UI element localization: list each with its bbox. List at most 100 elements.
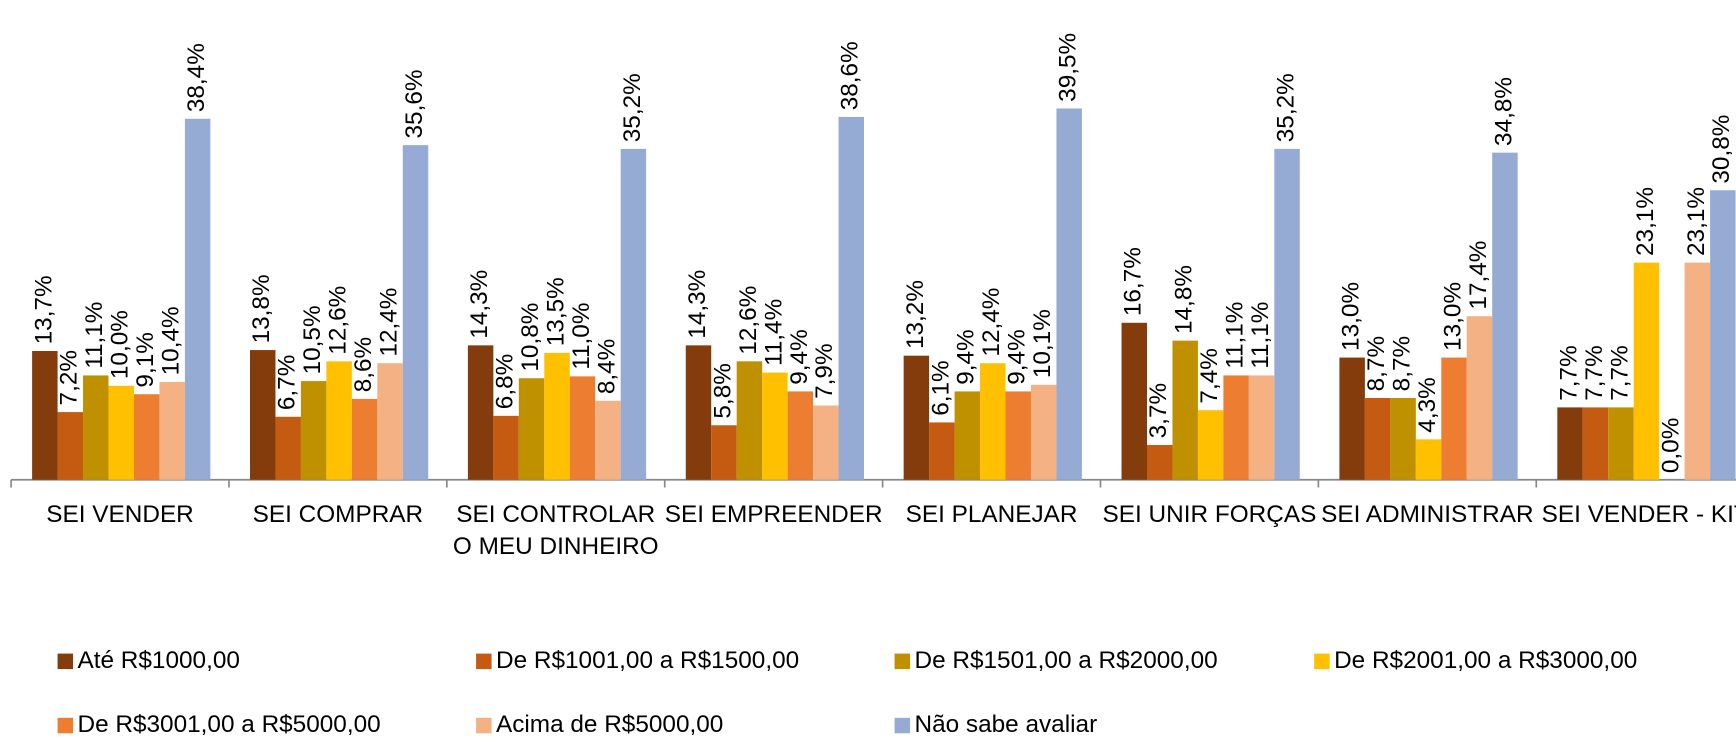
bar xyxy=(402,145,429,480)
value-label: 17,4% xyxy=(1465,241,1492,310)
bar xyxy=(1274,148,1300,480)
value-label: 7,2% xyxy=(56,350,83,406)
bar xyxy=(83,375,109,480)
bar xyxy=(1121,322,1147,480)
legend-label: De R$1001,00 a R$1500,00 xyxy=(496,647,799,674)
bar xyxy=(838,116,865,480)
value-label: 13,7% xyxy=(30,275,57,344)
bar xyxy=(351,398,378,480)
x-tick-label-box: SEI PLANEJAR xyxy=(905,499,1078,528)
legend-label: De R$1501,00 a R$2000,00 xyxy=(915,647,1218,674)
x-tick-label-box: SEI UNIR FORÇAS xyxy=(1102,499,1317,528)
bar xyxy=(1492,152,1518,480)
value-label: 11,4% xyxy=(760,299,787,366)
bar xyxy=(1223,375,1249,480)
x-tick-label: SEI UNIR FORÇAS xyxy=(1102,499,1317,528)
value-label: 13,0% xyxy=(1338,282,1365,351)
x-tick-label: SEI COMPRAR xyxy=(252,499,424,528)
bar xyxy=(762,372,788,480)
legend-swatch xyxy=(476,653,492,670)
bar xyxy=(1415,439,1442,480)
value-label: 23,1% xyxy=(1683,187,1710,256)
bar xyxy=(620,148,647,480)
bar xyxy=(929,422,955,480)
value-label: 23,1% xyxy=(1632,187,1659,256)
bar xyxy=(980,363,1006,480)
legend-swatch xyxy=(476,717,492,734)
bar xyxy=(1030,384,1057,480)
bar xyxy=(493,415,519,480)
legend-label: De R$2001,00 a R$3000,00 xyxy=(1334,647,1637,674)
value-label: 13,8% xyxy=(248,274,275,343)
x-tick-label: SEI EMPREENDER xyxy=(664,499,883,528)
bar xyxy=(569,376,596,480)
bar xyxy=(954,391,981,480)
x-tick-label: SEI PLANEJAR xyxy=(905,499,1078,528)
value-label: 38,6% xyxy=(837,41,864,110)
bar xyxy=(518,378,545,480)
value-label: 7,7% xyxy=(1555,345,1582,400)
value-label: 11,1% xyxy=(1247,302,1274,369)
bar xyxy=(903,355,930,480)
value-label: 4,3% xyxy=(1414,377,1441,433)
x-tick-label-box: SEI EMPREENDER xyxy=(664,499,883,528)
value-label: 14,3% xyxy=(466,270,493,339)
bar xyxy=(1056,108,1082,480)
value-label: 3,7% xyxy=(1145,383,1172,439)
bar xyxy=(377,363,403,480)
value-label: 0,0% xyxy=(1657,418,1684,474)
bar xyxy=(249,350,276,480)
bar xyxy=(159,382,185,480)
legend-swatch xyxy=(1314,653,1330,670)
value-label: 10,0% xyxy=(107,310,134,379)
value-label: 6,8% xyxy=(492,354,519,409)
value-label: 10,1% xyxy=(1029,309,1056,378)
bar xyxy=(1172,340,1198,480)
value-label: 9,4% xyxy=(786,329,813,385)
legend-swatch xyxy=(57,653,74,670)
value-label: 7,4% xyxy=(1196,348,1223,404)
bar xyxy=(57,412,84,480)
value-label: 11,1% xyxy=(1222,302,1249,369)
value-label: 6,1% xyxy=(927,360,954,416)
bar xyxy=(736,361,763,480)
bar xyxy=(1608,407,1634,480)
x-tick-label: SEI VENDER xyxy=(46,499,194,528)
value-label: 8,6% xyxy=(350,337,377,393)
value-label: 12,4% xyxy=(978,288,1005,357)
x-tick-label-box: SEI CONTROLAR O MEU DINHEIRO xyxy=(453,500,659,560)
value-label: 16,7% xyxy=(1120,247,1147,316)
value-label: 38,4% xyxy=(183,43,210,112)
bar xyxy=(467,345,494,480)
bar xyxy=(1005,391,1031,480)
value-label: 11,1% xyxy=(81,302,108,369)
value-label: 14,3% xyxy=(684,270,711,339)
value-label: 35,2% xyxy=(1272,73,1299,142)
value-label: 34,8% xyxy=(1490,77,1517,146)
bar xyxy=(595,400,621,480)
legend-label: Acima de R$5000,00 xyxy=(496,711,723,737)
legend-label: De R$3001,00 a R$5000,00 xyxy=(78,711,381,737)
bar xyxy=(1147,444,1173,480)
bar xyxy=(1364,397,1391,480)
value-label: 12,4% xyxy=(375,288,402,357)
value-label: 9,4% xyxy=(1004,329,1031,385)
value-label: 35,6% xyxy=(401,69,428,138)
bar xyxy=(1339,357,1365,480)
x-tick-label-box: SEI COMPRAR xyxy=(252,499,424,528)
bar xyxy=(1557,407,1583,480)
value-label: 12,6% xyxy=(735,286,762,355)
legend-swatch xyxy=(894,653,911,670)
value-label: 13,5% xyxy=(542,277,569,346)
value-label: 10,4% xyxy=(158,306,185,375)
legend-swatch xyxy=(894,717,911,734)
value-label: 6,7% xyxy=(274,355,301,411)
value-label: 9,1% xyxy=(132,332,159,387)
value-label: 12,6% xyxy=(325,286,352,355)
bar xyxy=(1710,190,1736,480)
value-label: 30,8% xyxy=(1708,115,1735,184)
bar xyxy=(275,416,301,480)
bar xyxy=(108,385,134,480)
x-tick-label-box: SEI VENDER xyxy=(46,499,194,528)
